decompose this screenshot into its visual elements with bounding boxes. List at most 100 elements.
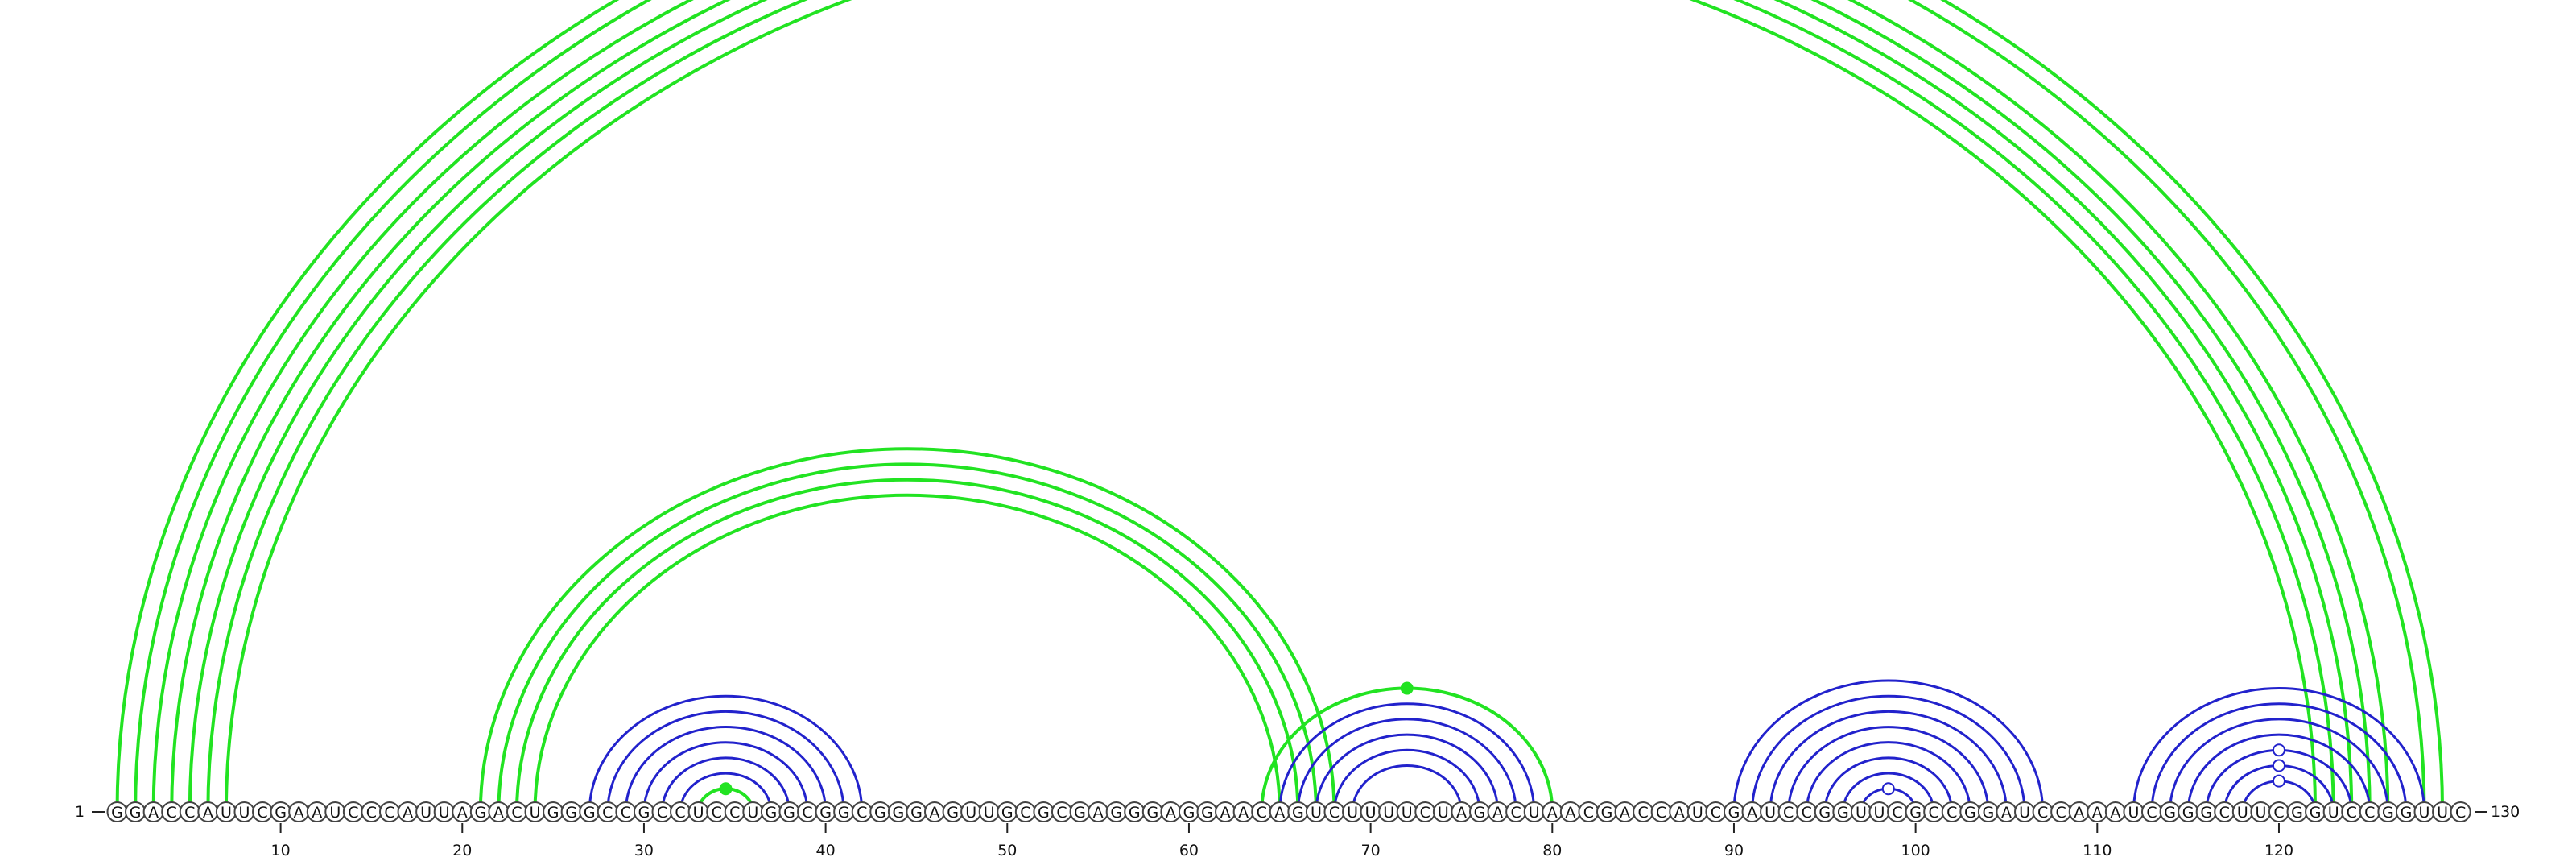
nucleotide-129: U — [2432, 801, 2454, 822]
nucleotide-103: G — [1959, 801, 1981, 822]
nucleotide-letter: C — [1946, 804, 1957, 822]
nucleotide-letter: C — [167, 804, 177, 822]
nucleotide-letter: U — [2255, 804, 2266, 822]
nucleotide-letter: U — [984, 804, 995, 822]
nucleotide-46: A — [924, 801, 946, 822]
nucleotide-28: C — [597, 801, 618, 822]
nucleotide-29: C — [615, 801, 637, 822]
tick-label-30: 30 — [634, 842, 654, 857]
nucleotide-87: A — [1669, 801, 1690, 822]
arc-4-125 — [170, 0, 2372, 813]
nucleotide-letter: G — [1038, 804, 1050, 822]
arc-94-103 — [1805, 741, 1971, 813]
nucleotide-83: G — [1596, 801, 1617, 822]
nucleotide-letter: G — [1146, 804, 1158, 822]
nucleotide-22: A — [488, 801, 510, 822]
nucleotide-letter: G — [1728, 804, 1740, 822]
tick-label-40: 40 — [816, 842, 836, 857]
arc-95-102 — [1823, 756, 1954, 813]
nucleotide-letter: U — [1874, 804, 1885, 822]
arc-90-107 — [1732, 679, 2045, 813]
nucleotide-104: G — [1977, 801, 1999, 822]
arc-marker-97-100 — [1881, 782, 1895, 796]
nucleotide-letter: A — [1274, 804, 1285, 822]
nucleotide-108: C — [2050, 801, 2072, 822]
nucleotide-letter: U — [1383, 804, 1394, 822]
nucleotide-57: G — [1124, 801, 1146, 822]
nucleotide-letter: U — [1856, 804, 1867, 822]
nucleotide-letter: G — [1110, 804, 1122, 822]
tick-label-70: 70 — [1361, 842, 1381, 857]
nucleotide-52: G — [1033, 801, 1055, 822]
nucleotide-86: C — [1650, 801, 1672, 822]
nucleotide-94: C — [1796, 801, 1818, 822]
nucleotide-114: G — [2159, 801, 2181, 822]
nucleotide-letter: C — [1802, 804, 1812, 822]
arc-92-105 — [1769, 710, 2008, 813]
arc-91-106 — [1751, 695, 2026, 813]
nucleotide-letter: U — [329, 804, 341, 822]
nucleotide-14: C — [342, 801, 364, 822]
nucleotide-letter: A — [1220, 804, 1231, 822]
nucleotide-72: U — [1396, 801, 1418, 822]
arc-115-125 — [2186, 733, 2372, 813]
nucleotide-73: C — [1414, 801, 1436, 822]
nucleotide-79: U — [1523, 801, 1545, 822]
nucleotide-letter: U — [2237, 804, 2248, 822]
nucleotide-letter: U — [693, 804, 704, 822]
nucleotide-letter: G — [838, 804, 850, 822]
nucleotide-letter: A — [2001, 804, 2012, 822]
nucleotide-6: A — [197, 801, 219, 822]
arc-23-66 — [517, 480, 1298, 812]
nucleotide-letter: A — [1547, 804, 1558, 822]
nucleotide-123: U — [2322, 801, 2344, 822]
nucleotide-letter: A — [2092, 804, 2103, 822]
nucleotide-41: G — [833, 801, 855, 822]
nucleotide-35: C — [724, 801, 745, 822]
nucleotide-letter: A — [1492, 804, 1503, 822]
nucleotide-43: G — [869, 801, 891, 822]
nucleotide-111: A — [2104, 801, 2126, 822]
nucleotide-letter: G — [1129, 804, 1141, 822]
nucleotide-84: A — [1614, 801, 1636, 822]
nucleotide-letter: A — [312, 804, 322, 822]
arc-113-127 — [2150, 702, 2408, 813]
nucleotide-5: C — [179, 801, 200, 822]
nucleotide-32: C — [670, 801, 691, 822]
nucleotide-13: U — [324, 801, 346, 822]
nucleotide-letter: C — [1783, 804, 1794, 822]
nucleotide-letter: C — [2364, 804, 2375, 822]
nucleotide-letter: U — [1347, 804, 1358, 822]
nucleotide-letter: C — [384, 804, 394, 822]
nucleotide-letter: C — [802, 804, 812, 822]
nucleotide-letter: G — [1474, 804, 1486, 822]
nucleotide-109: A — [2068, 801, 2090, 822]
nucleotide-letter: C — [348, 804, 358, 822]
nucleotide-letter: C — [712, 804, 722, 822]
nucleotide-34: C — [706, 801, 728, 822]
nucleotide-letter: U — [747, 804, 758, 822]
nucleotide-17: A — [397, 801, 419, 822]
arc-66-78 — [1296, 718, 1517, 813]
tick-label-10: 10 — [271, 842, 291, 857]
nucleotide-69: U — [1342, 801, 1364, 822]
nucleotide-letter: U — [2128, 804, 2139, 822]
nucleotide-letter: U — [1765, 804, 1776, 822]
nucleotide-letter: U — [420, 804, 431, 822]
nucleotide-letter: U — [2019, 804, 2030, 822]
nucleotide-68: C — [1323, 801, 1345, 822]
nucleotide-120: C — [2268, 801, 2289, 822]
nucleotide-116: G — [2195, 801, 2217, 822]
tick-label-80: 80 — [1542, 842, 1562, 857]
nucleotide-letter: G — [547, 804, 559, 822]
nucleotide-1: G — [106, 801, 128, 822]
nucleotide-45: G — [906, 801, 927, 822]
nucleotide-letter: G — [766, 804, 778, 822]
nucleotide-48: U — [960, 801, 982, 822]
nucleotide-letter: G — [910, 804, 923, 822]
nucleotide-2: G — [125, 801, 147, 822]
nucleotide-letter: C — [2219, 804, 2230, 822]
nucleotide-110: A — [2087, 801, 2108, 822]
nucleotide-letter: U — [1438, 804, 1449, 822]
